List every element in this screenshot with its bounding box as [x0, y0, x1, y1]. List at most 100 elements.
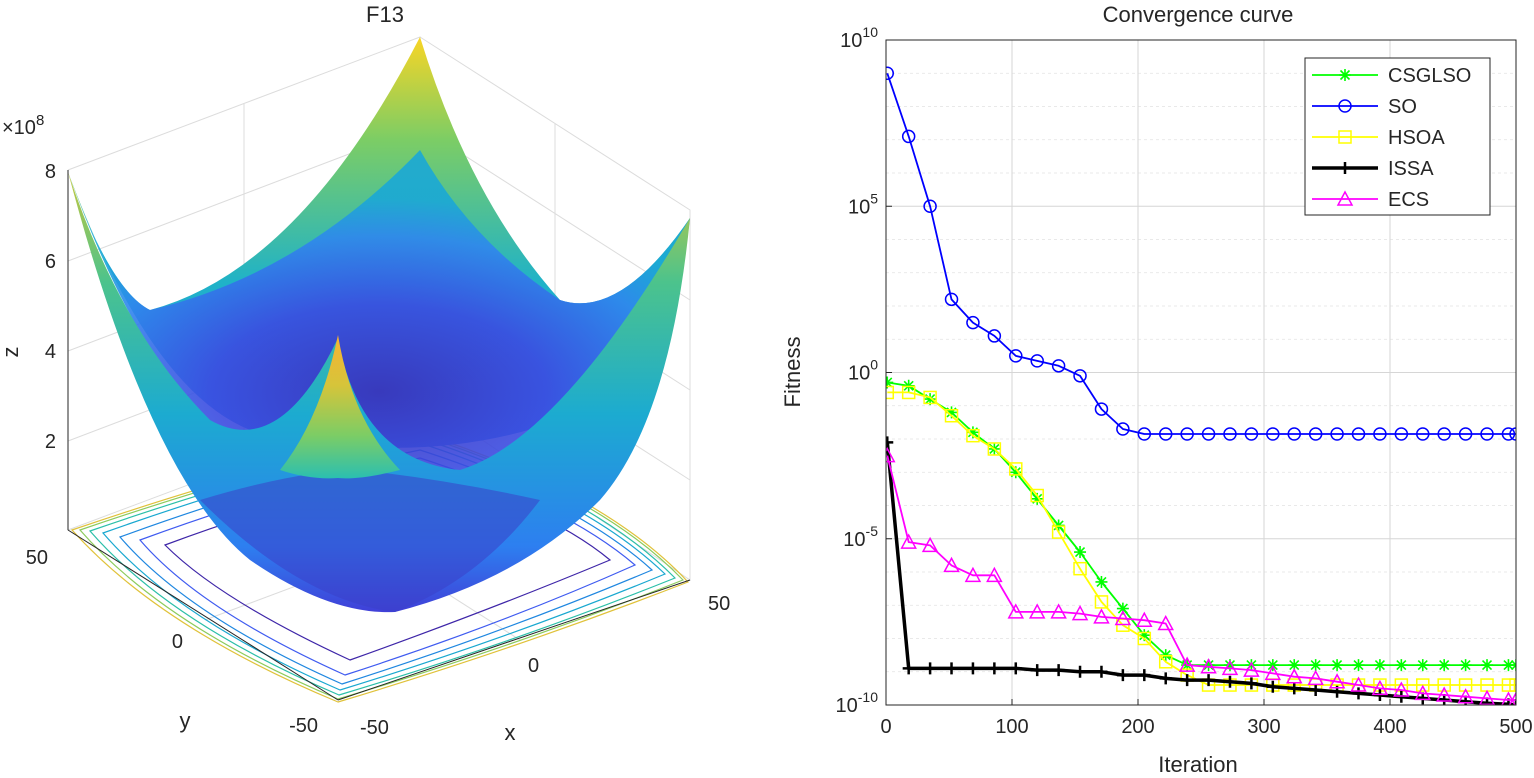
series-marker: [1201, 427, 1216, 441]
series-marker: [1051, 359, 1066, 373]
series-marker: [1435, 686, 1453, 702]
legend-label: HSOA: [1388, 127, 1445, 149]
legend-label: SO: [1388, 96, 1417, 118]
series-marker: [1137, 631, 1152, 646]
series-marker: [987, 329, 1002, 343]
series-marker: [1116, 669, 1129, 682]
z-tick-label: 6: [45, 251, 56, 273]
y-tick-label: 0: [172, 631, 183, 653]
series-marker: [886, 66, 895, 80]
y-tick-label: 50: [26, 547, 48, 569]
y-axis-label: y: [180, 708, 191, 733]
x-tick-layer: 0 100 200 300 400 500: [880, 699, 1533, 738]
series-marker: [1459, 659, 1472, 672]
y-tick-base: 10: [848, 363, 870, 385]
series-marker: [886, 447, 896, 463]
legend-label: ECS: [1388, 189, 1429, 211]
series-marker: [1159, 672, 1172, 685]
z-tick-label: 4: [45, 341, 56, 363]
convergence-plot: Convergence curve 0 100 200 300 400 500 10-10…: [780, 2, 1533, 777]
series-marker: [966, 662, 979, 675]
legend-label: ISSA: [1388, 158, 1434, 180]
series-marker: [901, 129, 916, 144]
series-marker: [944, 292, 959, 307]
legend-swatch-marker: [1339, 69, 1351, 81]
x-tick-label: 300: [1247, 716, 1280, 738]
series-marker: [964, 566, 982, 583]
series-marker: [1288, 682, 1301, 695]
series-marker: [1030, 354, 1044, 368]
surface-mesh: [68, 37, 690, 613]
y-tick-base: 10: [836, 695, 858, 717]
series-marker: [1181, 674, 1194, 687]
y-tick-label: 10-5: [843, 523, 878, 551]
series-issa: [886, 436, 1516, 705]
legend-entries: CSGLSO SO HSOA ISSA ECS: [1312, 65, 1471, 211]
series-marker: [902, 662, 915, 675]
series-layer: [886, 66, 1516, 705]
series-marker: [1287, 427, 1301, 441]
y-tick-label: 10-10: [836, 689, 879, 717]
legend-swatch-marker: [1338, 99, 1352, 113]
series-marker: [1266, 427, 1280, 441]
series-marker: [1459, 695, 1472, 705]
z-exponent-power: 8: [36, 112, 44, 129]
series-line: [886, 455, 1516, 701]
y-tick-base: 10: [840, 30, 862, 52]
series-marker: [1414, 684, 1432, 701]
x-axis-label: x: [505, 720, 516, 745]
x-tick-label: 50: [708, 593, 730, 615]
convergence-x-label: Iteration: [1158, 752, 1238, 777]
series-marker: [1009, 662, 1022, 675]
x-ticks: -50 0 50: [360, 593, 730, 739]
series-marker: [1223, 427, 1237, 441]
series-marker: [886, 436, 894, 449]
series-marker: [966, 315, 980, 330]
series-marker: [1114, 609, 1132, 626]
series-marker: [1223, 675, 1236, 688]
series-marker: [1416, 692, 1429, 705]
y-ticks: 50 0 -50: [26, 547, 318, 737]
series-marker: [1178, 656, 1196, 672]
series-marker: [1285, 668, 1303, 684]
legend-entry-issa: ISSA: [1312, 158, 1434, 180]
series-marker: [1202, 674, 1215, 687]
series-marker: [1095, 665, 1108, 678]
series-marker: [1437, 427, 1451, 441]
series-marker: [1264, 664, 1282, 681]
series-marker: [1071, 604, 1089, 621]
series-marker: [1308, 427, 1323, 441]
series-marker: [901, 385, 916, 400]
legend-entry-so: SO: [1312, 96, 1417, 118]
series-marker: [1307, 669, 1324, 686]
series-marker: [900, 533, 917, 549]
convergence-title: Convergence curve: [1103, 2, 1294, 27]
series-marker: [986, 566, 1003, 583]
series-marker: [886, 385, 895, 400]
series-marker: [945, 406, 958, 419]
series-marker: [1350, 676, 1367, 692]
series-marker: [1481, 659, 1494, 672]
series-marker: [945, 662, 958, 675]
series-marker: [1051, 525, 1066, 539]
z-exponent: ×108: [2, 112, 44, 139]
series-marker: [1309, 684, 1322, 697]
legend-swatch-marker: [1336, 190, 1354, 206]
series-marker: [1394, 427, 1409, 441]
z-axis-label: z: [0, 347, 23, 358]
legend-entry-ecs: ECS: [1312, 189, 1429, 211]
z-tick-label: 8: [45, 161, 56, 183]
z-exponent-base: ×10: [2, 117, 36, 139]
y-tick-base: 10: [843, 529, 865, 551]
y-tick-label: 105: [848, 190, 878, 218]
series-marker: [1458, 427, 1473, 441]
series-marker: [1509, 427, 1516, 441]
series-marker: [1288, 659, 1301, 672]
series-marker: [1028, 603, 1046, 619]
series-marker: [1438, 659, 1451, 672]
series-marker: [1202, 659, 1215, 672]
series-marker: [1244, 427, 1259, 441]
series-marker: [1309, 659, 1322, 672]
